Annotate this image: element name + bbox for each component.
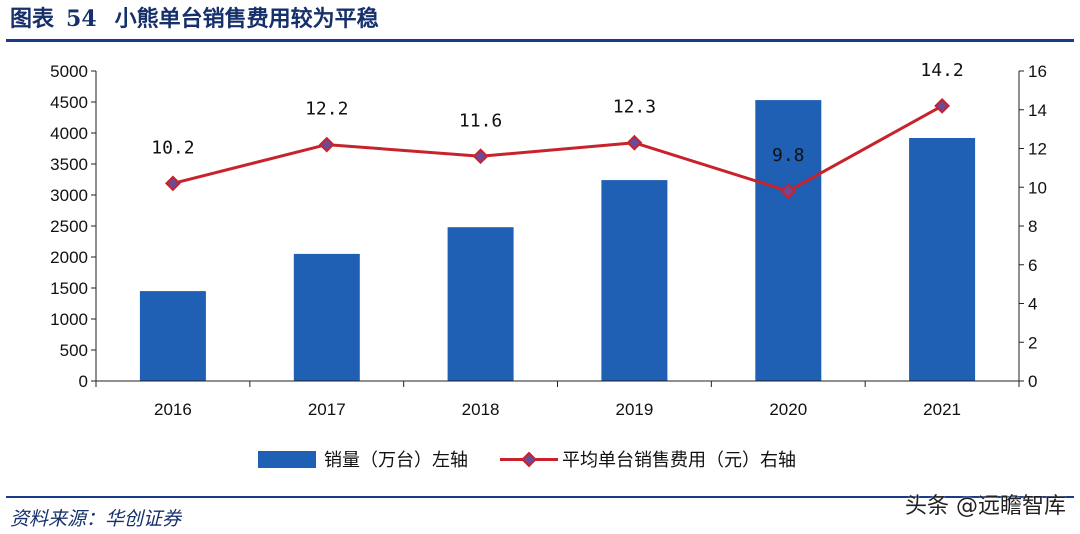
left-tick-label: 4000 [50, 124, 88, 143]
bar-2020 [755, 100, 822, 381]
legend-line-label: 平均单台销售费用（元）右轴 [562, 450, 796, 471]
x-tick-label-2020: 2020 [769, 400, 807, 419]
bar-2021 [909, 138, 976, 381]
figure-number: 54 [66, 6, 97, 32]
figure-title: 图表 54 小熊单台销售费用较为平稳 [10, 2, 379, 36]
data-label-2016: 10.2 [151, 137, 194, 158]
right-tick-label: 14 [1028, 101, 1047, 120]
right-tick-label: 12 [1028, 140, 1047, 159]
bottom-rule [6, 496, 1074, 498]
x-tick-label-2018: 2018 [462, 400, 500, 419]
data-label-2020: 9.8 [772, 145, 805, 166]
line-series-avg-sales-cost [172, 104, 943, 193]
bar-2017 [293, 253, 360, 381]
line-marker-2019 [626, 134, 643, 151]
source-note: 资料来源：华创证券 [10, 508, 182, 530]
watermark: 头条 @远瞻智库 [905, 494, 1066, 519]
figure-label: 图表 [10, 6, 55, 32]
right-tick-label: 16 [1028, 62, 1047, 81]
line-marker-2017 [318, 136, 335, 153]
bar-2016 [139, 291, 206, 381]
left-tick-label: 2000 [50, 248, 88, 267]
left-tick-label: 2500 [50, 217, 88, 236]
right-tick-label: 10 [1028, 178, 1047, 197]
legend-bar-label: 销量（万台）左轴 [324, 450, 468, 471]
right-tick-label: 8 [1028, 217, 1037, 236]
left-tick-label: 5000 [50, 62, 88, 81]
right-tick-label: 4 [1028, 295, 1037, 314]
legend-bar-swatch [258, 451, 316, 468]
left-tick-label: 3000 [50, 186, 88, 205]
legend: 销量（万台）左轴 平均单台销售费用（元）右轴 [258, 450, 796, 471]
left-tick-label: 1000 [50, 310, 88, 329]
x-tick-label-2016: 2016 [154, 400, 192, 419]
bar-2019 [601, 180, 668, 381]
data-label-2018: 11.6 [459, 110, 502, 131]
left-tick-label: 0 [79, 372, 88, 391]
bar-2018 [447, 227, 514, 381]
right-tick-label: 6 [1028, 256, 1037, 275]
line-marker-2020 [780, 183, 797, 200]
legend-line-marker [521, 451, 537, 468]
right-tick-label: 2 [1028, 333, 1037, 352]
right-tick-label: 0 [1028, 372, 1037, 391]
data-label-2019: 12.3 [613, 97, 656, 118]
left-tick-label: 3500 [50, 155, 88, 174]
top-rule [6, 39, 1074, 42]
figure-title-text: 小熊单台销售费用较为平稳 [114, 6, 379, 32]
left-tick-label: 4500 [50, 93, 88, 112]
line-marker-2018 [472, 148, 489, 165]
x-tick-label-2019: 2019 [616, 400, 654, 419]
data-label-2017: 12.2 [305, 99, 348, 120]
x-tick-label-2017: 2017 [308, 400, 346, 419]
x-tick-label-2021: 2021 [923, 400, 961, 419]
left-tick-label: 1500 [50, 279, 88, 298]
left-tick-label: 500 [60, 341, 88, 360]
data-label-2021: 14.2 [920, 60, 963, 81]
line-marker-2016 [165, 175, 181, 192]
line-marker-2021 [934, 97, 950, 114]
